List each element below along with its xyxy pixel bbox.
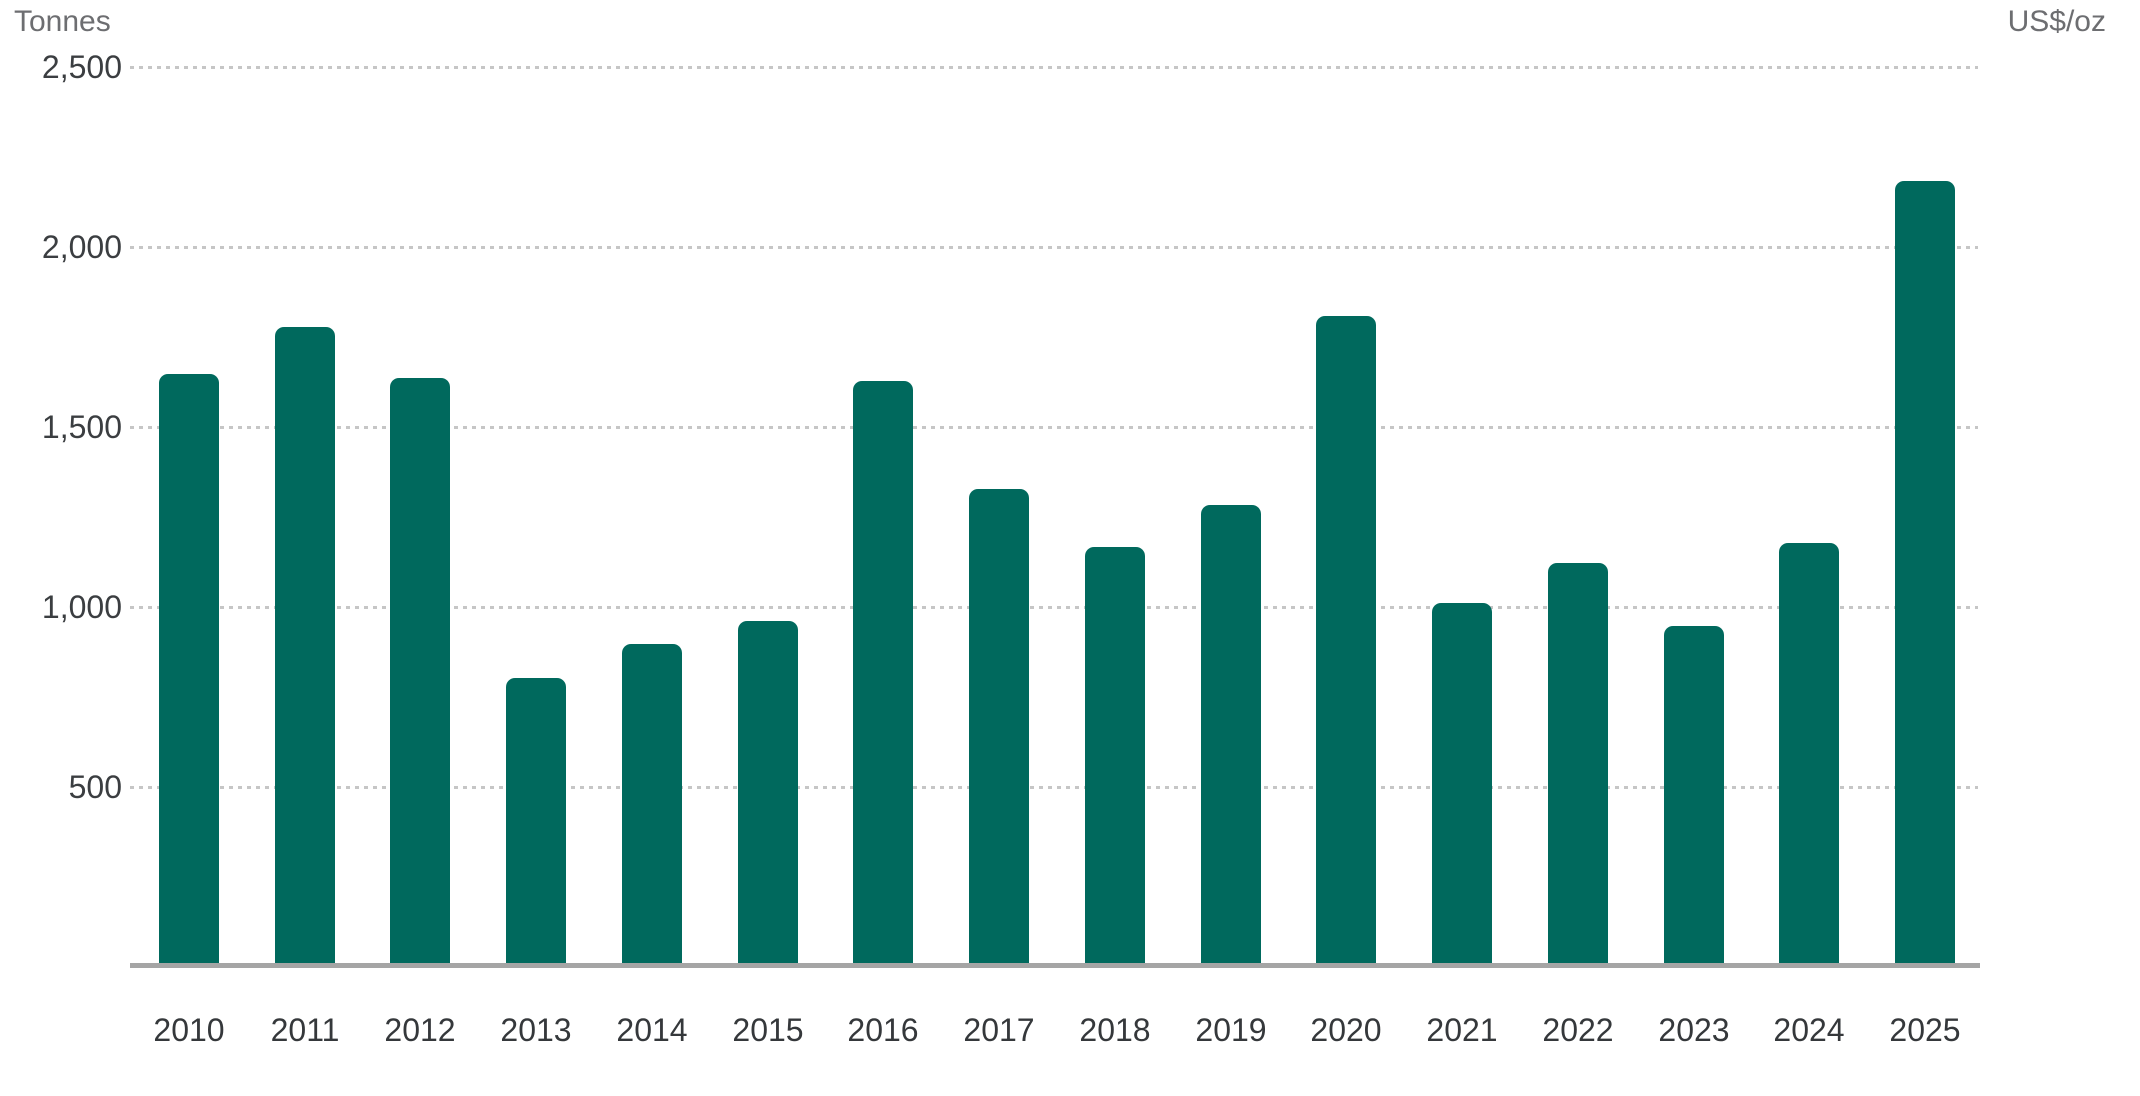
y-tick-label: 1,500 (41, 409, 122, 445)
y-tick-label: 2,000 (41, 229, 122, 265)
x-axis-label: 2021 (1426, 1012, 1498, 1048)
bar-2018 (1085, 547, 1145, 968)
bar-2010 (159, 374, 219, 968)
x-axis-label: 2023 (1658, 1012, 1730, 1048)
left-axis-title: Tonnes (14, 5, 111, 38)
x-axis-label: 2024 (1773, 1012, 1845, 1048)
gridline-2000 (130, 246, 1978, 249)
bar-2011 (275, 327, 335, 968)
bar-2016 (853, 381, 913, 968)
x-axis-label: 2020 (1310, 1012, 1382, 1048)
x-axis-label: 2017 (963, 1012, 1035, 1048)
x-axis-label: 2019 (1195, 1012, 1267, 1048)
bar-2025 (1895, 181, 1955, 968)
y-tick-label: 500 (68, 769, 122, 805)
bar-2017 (969, 489, 1029, 968)
x-axis-label: 2018 (1079, 1012, 1151, 1048)
bar-2019 (1201, 505, 1261, 968)
bar-2015 (738, 621, 798, 968)
bar-2013 (506, 678, 566, 968)
x-axis-label: 2014 (616, 1012, 688, 1048)
gridline-1500 (130, 426, 1978, 429)
gridline-500 (130, 786, 1978, 789)
bar-2023 (1664, 626, 1724, 968)
x-axis-line (130, 963, 1980, 968)
bar-2020 (1316, 316, 1376, 968)
x-axis-label: 2012 (384, 1012, 456, 1048)
gridline-1000 (130, 606, 1978, 609)
x-axis-label: 2025 (1889, 1012, 1961, 1048)
bar-2022 (1548, 563, 1608, 968)
y-tick-label: 1,000 (41, 589, 122, 625)
y-tick-label: 2,500 (41, 49, 122, 85)
x-axis-label: 2013 (500, 1012, 572, 1048)
x-axis-label: 2022 (1542, 1012, 1614, 1048)
x-axis-label: 2010 (153, 1012, 225, 1048)
bar-2012 (390, 378, 450, 968)
x-axis-label: 2011 (270, 1012, 340, 1048)
bar-2014 (622, 644, 682, 968)
right-axis-title: US$/oz (2007, 5, 2106, 38)
x-axis-label: 2016 (847, 1012, 919, 1048)
bar-2024 (1779, 543, 1839, 968)
bar-2021 (1432, 603, 1492, 968)
gridline-2500 (130, 66, 1978, 69)
x-axis-label: 2015 (732, 1012, 804, 1048)
